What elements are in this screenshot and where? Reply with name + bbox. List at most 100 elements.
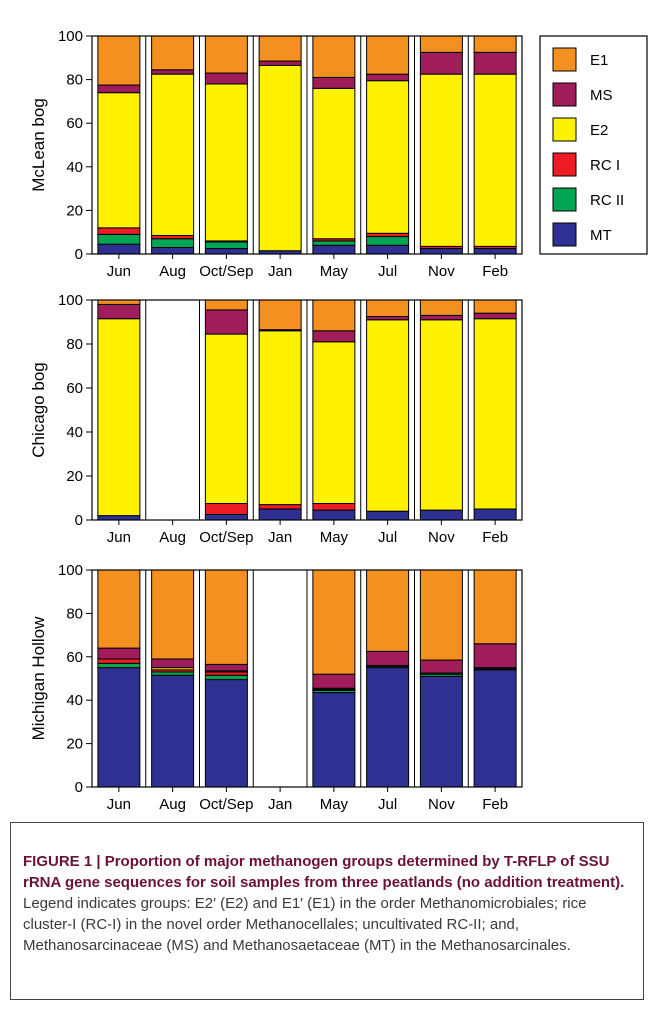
bar-segment-ms-jun — [97, 303, 141, 320]
bar-segment-ms-nov — [419, 659, 463, 674]
bar-segment-mt-octsep — [204, 679, 248, 788]
bar-segment-mt-may — [312, 692, 356, 788]
bar-segment-ms-feb — [473, 643, 517, 669]
figure-chart: 0 20 40 60 80 100 Jun Aug Oct/Sep Jan May Jul Nov Feb… — [29, 28, 648, 813]
bar-segment-e1-feb — [473, 569, 517, 645]
plot-frame — [91, 299, 523, 521]
bar-segment-ms-nov — [419, 51, 463, 75]
caption-body: Legend indicates groups: E2′ (E2) and E1… — [23, 895, 587, 954]
y-tick-label: 20 — [66, 202, 83, 219]
legend-swatch-ms — [552, 82, 577, 107]
bar-segment-e1-feb — [473, 35, 517, 53]
bar-segment-mt-nov — [419, 248, 463, 255]
x-tick-label-jan: Jan — [268, 529, 292, 546]
bar-segment-mt-feb — [473, 669, 517, 788]
bar-segment-e2-octsep — [204, 333, 248, 504]
bar-segment-e1-aug — [151, 35, 195, 71]
bar-segment-e1-octsep — [204, 35, 248, 74]
legend-box — [539, 35, 648, 255]
x-tick-label-aug: Aug — [159, 529, 186, 546]
y-tick-label: 100 — [58, 562, 83, 579]
x-tick-label-nov: Nov — [428, 263, 455, 280]
bar-segment-ms-nov — [419, 314, 463, 321]
y-axis-label: Chicago bog — [29, 362, 48, 457]
bar-segment-e2-aug — [151, 73, 195, 236]
bar-segment-mt-aug — [151, 674, 195, 788]
legend-swatch-e1 — [552, 47, 577, 72]
bar-segment-mt-jul — [366, 667, 410, 788]
bar-segment-e2-feb — [473, 318, 517, 510]
y-tick-label: 20 — [66, 736, 83, 753]
bar-segment-e2-may — [312, 341, 356, 504]
x-tick-label-nov: Nov — [428, 796, 455, 813]
bar-segment-mt-may — [312, 509, 356, 521]
bar-segment-mt-feb — [473, 508, 517, 521]
y-axis-label: Michigan Hollow — [29, 616, 48, 740]
bar-segment-ms-aug — [151, 69, 195, 75]
bar-segment-e1-jul — [366, 299, 410, 317]
figure-caption: FIGURE 1 | Proportion of major methanoge… — [23, 851, 635, 956]
bar-segment-mt-feb — [473, 248, 517, 255]
x-tick-label-jun: Jun — [107, 263, 131, 280]
bar-segment-e1-nov — [419, 299, 463, 316]
bar-segment-e1-jul — [366, 35, 410, 75]
bar-segment-ms-jan — [258, 60, 302, 66]
bar-segment-mt-jun — [97, 667, 141, 788]
bar-segment-rcii-may — [312, 240, 356, 246]
x-tick-label-may: May — [320, 529, 349, 546]
y-tick-label: 80 — [66, 336, 83, 353]
x-tick-label-octsep: Oct/Sep — [199, 529, 253, 546]
bar-segment-e2-may — [312, 87, 356, 240]
y-tick-label: 80 — [66, 605, 83, 622]
legend-label-rcii: RC II — [590, 192, 624, 209]
x-tick-label-nov: Nov — [428, 529, 455, 546]
y-tick-label: 80 — [66, 72, 83, 89]
y-tick-label: 0 — [75, 246, 83, 263]
y-tick-label: 60 — [66, 380, 83, 397]
y-tick-label: 40 — [66, 692, 83, 709]
bar-segment-ms-jun — [97, 84, 141, 94]
bar-segment-e2-jun — [97, 318, 141, 517]
bar-segment-ms-may — [312, 76, 356, 89]
bar-segment-mt-jun — [97, 243, 141, 255]
plot-frame — [91, 35, 523, 255]
x-tick-label-jul: Jul — [378, 529, 397, 546]
y-tick-label: 40 — [66, 424, 83, 441]
bar-segment-ms-jun — [97, 647, 141, 660]
bar-segment-ms-octsep — [204, 663, 248, 672]
x-tick-label-feb: Feb — [482, 529, 508, 546]
legend-swatch-e2 — [552, 117, 577, 142]
bar-segment-e1-jun — [97, 299, 141, 305]
bar-segment-ms-aug — [151, 658, 195, 669]
bar-segment-rcii-octsep — [204, 674, 248, 681]
bar-segment-e2-jul — [366, 319, 410, 512]
bar-segment-rcii-jun — [97, 233, 141, 245]
legend-label-rci: RC I — [590, 157, 620, 174]
x-tick-label-jul: Jul — [378, 796, 397, 813]
bar-segment-mt-nov — [419, 675, 463, 788]
legend-label-e1: E1 — [590, 52, 608, 69]
y-tick-label: 60 — [66, 115, 83, 132]
bar-segment-ms-feb — [473, 312, 517, 320]
bar-segment-e2-jul — [366, 80, 410, 234]
bar-segment-mt-jan — [258, 508, 302, 521]
bar-segment-e1-jul — [366, 569, 410, 652]
legend-swatch-rcii — [552, 187, 577, 212]
bar-segment-ms-feb — [473, 51, 517, 75]
bar-segment-rci-jun — [97, 227, 141, 235]
bar-segment-rci-may — [312, 503, 356, 511]
bar-segment-e1-feb — [473, 299, 517, 314]
bar-segment-e1-jan — [258, 35, 302, 62]
legend-swatch-rci — [552, 152, 577, 177]
x-tick-label-may: May — [320, 263, 349, 280]
x-tick-label-jan: Jan — [268, 796, 292, 813]
bar-segment-mt-octsep — [204, 248, 248, 255]
x-tick-label-jun: Jun — [107, 796, 131, 813]
bar-segment-mt-jun — [97, 515, 141, 521]
y-tick-label: 0 — [75, 779, 83, 796]
x-tick-label-aug: Aug — [159, 796, 186, 813]
bar-segment-e1-jun — [97, 35, 141, 86]
bar-segment-rci-octsep — [204, 503, 248, 515]
bar-segment-e1-aug — [151, 569, 195, 660]
bar-segment-e2-nov — [419, 73, 463, 247]
